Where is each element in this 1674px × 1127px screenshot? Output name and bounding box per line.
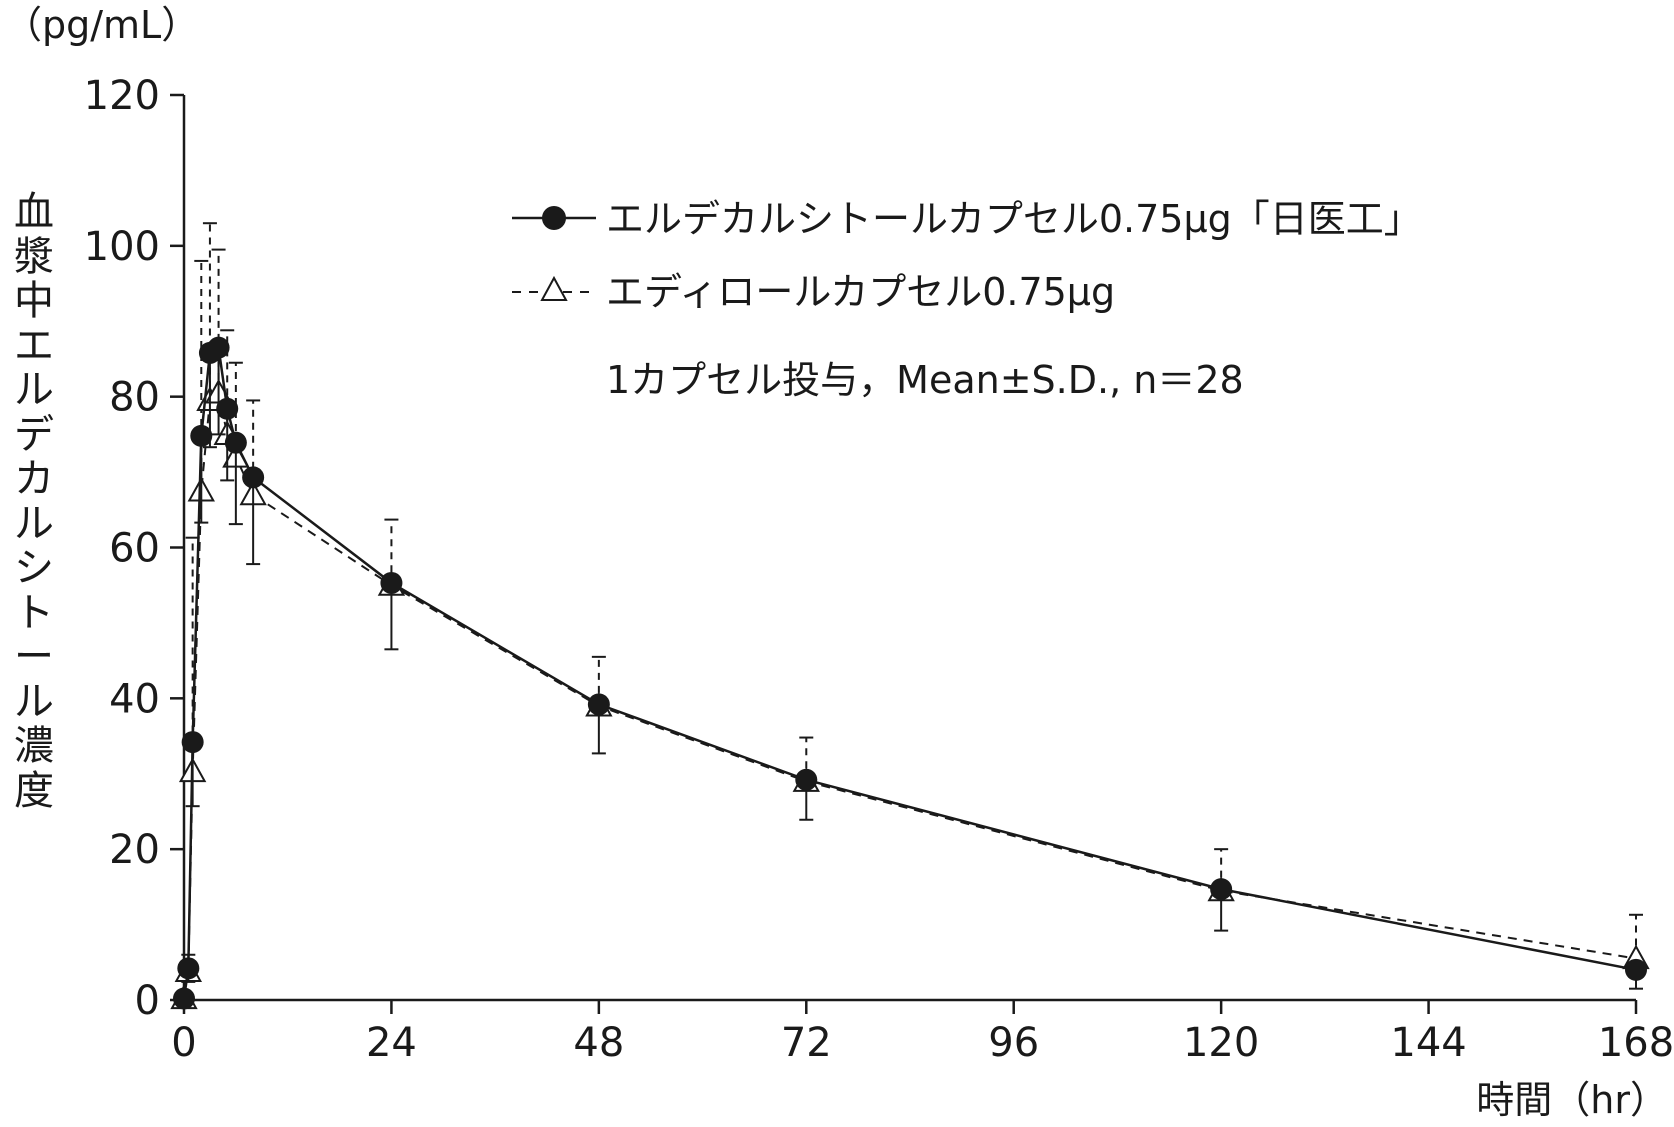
legend-marker-triangle — [540, 275, 568, 301]
series-line — [183, 391, 1637, 999]
x-tick-label: 144 — [1390, 1020, 1466, 1066]
series-reference — [170, 222, 1650, 1010]
legend-item-test: エルデカルシトールカプセル0.75μg「日医工」 — [512, 197, 1422, 241]
data-point — [224, 431, 247, 454]
x-tick-label: 96 — [988, 1020, 1039, 1066]
data-point — [190, 424, 213, 447]
data-point — [177, 957, 200, 980]
x-tick-label: 0 — [171, 1020, 196, 1066]
data-point — [242, 466, 265, 489]
data-point — [173, 987, 195, 1010]
y-tick-label: 80 — [109, 375, 160, 421]
data-point — [181, 731, 204, 754]
y-tick-label: 20 — [109, 827, 160, 873]
x-tick-label: 24 — [366, 1020, 417, 1066]
y-tick-label: 60 — [109, 526, 160, 572]
x-axis-ticks: 0 24 48 72 96 120 144 168 — [171, 1000, 1674, 1066]
legend-marker-circle — [542, 206, 566, 230]
data-point — [380, 571, 403, 594]
series-test — [173, 336, 1647, 1010]
y-axis-ticks: 0 20 40 60 80 100 120 — [84, 73, 184, 1024]
series-line — [182, 345, 1637, 999]
series-layer — [170, 222, 1650, 1010]
x-tick-label: 72 — [781, 1020, 832, 1066]
data-point — [216, 397, 239, 420]
legend-item-reference: エディロールカプセル0.75μg — [512, 270, 1115, 314]
data-point — [1625, 958, 1647, 981]
y-axis-label: 血漿中エルデカルシトール濃度 — [14, 189, 54, 814]
data-point — [207, 336, 230, 359]
x-tick-label: 48 — [573, 1020, 624, 1066]
data-point — [795, 768, 818, 791]
x-axis-label: 時間（hr） — [1476, 1078, 1668, 1122]
y-tick-label: 120 — [84, 73, 160, 119]
y-tick-label: 0 — [135, 978, 160, 1024]
legend-label-test: エルデカルシトールカプセル0.75μg「日医工」 — [606, 197, 1422, 241]
x-tick-label: 120 — [1183, 1020, 1259, 1066]
data-point — [1210, 878, 1233, 901]
data-point — [587, 693, 610, 716]
legend-label-reference: エディロールカプセル0.75μg — [606, 270, 1115, 314]
legend: エルデカルシトールカプセル0.75μg「日医工」 エディロールカプセル0.75μ… — [512, 197, 1422, 402]
x-tick-label: 168 — [1598, 1020, 1674, 1066]
y-tick-label: 40 — [109, 676, 160, 722]
y-axis-unit-label: （pg/mL） — [4, 3, 199, 47]
y-tick-label: 100 — [84, 224, 160, 270]
dosing-note: 1カプセル投与，Mean±S.D., n＝28 — [606, 358, 1244, 402]
